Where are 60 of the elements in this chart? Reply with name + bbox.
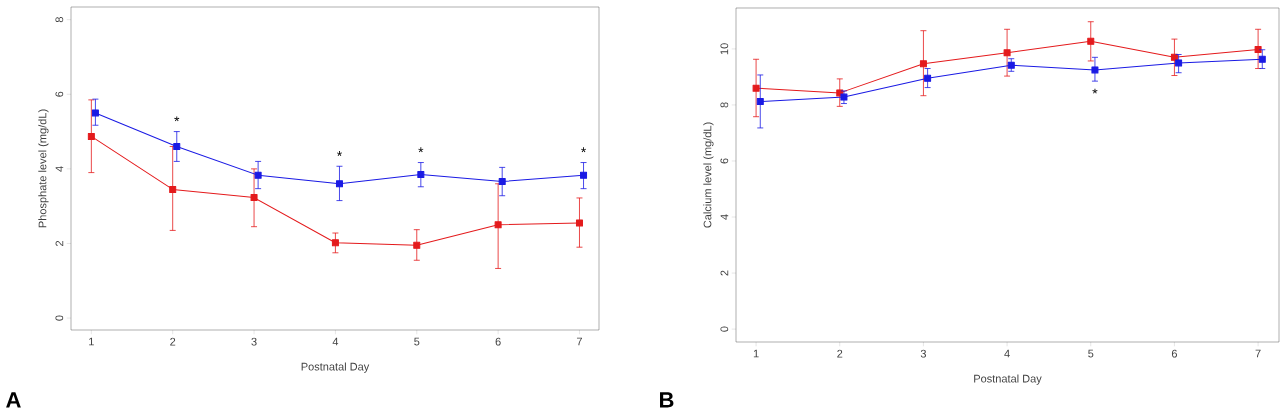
y-tick-label: 6	[720, 158, 729, 164]
text: B	[660, 392, 674, 408]
point	[413, 241, 421, 249]
point	[1003, 49, 1011, 57]
point	[1091, 66, 1099, 74]
annotation: *	[1092, 88, 1098, 94]
point	[756, 98, 764, 106]
point	[575, 219, 583, 227]
point	[498, 178, 506, 186]
annotation: *	[174, 116, 180, 122]
y-tick-label: 2	[720, 270, 729, 276]
point	[169, 185, 177, 193]
y-tick-label: 8	[55, 17, 64, 23]
y-tick-label: 4	[55, 166, 64, 172]
point	[1175, 59, 1183, 67]
x-tick-label: 5	[1088, 349, 1094, 358]
point	[335, 180, 343, 188]
x-tick-label: 6	[495, 337, 501, 346]
x-axis-title: Postnatal Day	[974, 374, 1042, 385]
x-tick-label: 1	[89, 337, 94, 346]
point	[173, 143, 181, 150]
point	[91, 109, 99, 117]
x-tick-label: 6	[1171, 349, 1177, 358]
point	[254, 171, 262, 179]
y-tick-label: 0	[55, 315, 64, 321]
y-tick-label: 0	[720, 326, 729, 332]
point	[752, 84, 760, 92]
point	[1254, 45, 1262, 53]
annotation: *	[336, 151, 342, 157]
x-tick-label: 2	[837, 349, 843, 358]
point	[919, 60, 927, 68]
x-tick-label: 3	[920, 349, 926, 358]
point	[417, 170, 425, 178]
point	[924, 74, 932, 82]
annotation: *	[581, 147, 587, 153]
y-tick-label: 10	[720, 43, 729, 55]
point	[1258, 55, 1266, 63]
y-tick-label: 2	[55, 240, 64, 246]
y-tick-label: 6	[55, 91, 64, 97]
annotation: *	[418, 147, 424, 153]
point	[1087, 37, 1095, 45]
x-tick-label: 4	[1004, 349, 1010, 358]
point	[87, 132, 95, 140]
text: A	[6, 392, 21, 408]
x-tick-label: 4	[332, 337, 339, 346]
point	[494, 221, 502, 229]
x-tick-label: 2	[170, 337, 176, 346]
point	[250, 194, 258, 202]
x-tick-label: 7	[1255, 349, 1261, 358]
x-tick-label: 1	[753, 349, 759, 358]
y-tick-label: 8	[720, 102, 729, 108]
x-tick-label: 3	[251, 337, 257, 346]
y-axis-title: Calcium level (mg/dL)	[703, 122, 714, 228]
x-axis-title: Postnatal Day	[301, 362, 370, 373]
x-tick-label: 5	[414, 337, 420, 346]
point	[331, 239, 339, 247]
point	[580, 171, 588, 179]
y-tick-label: 4	[720, 214, 729, 220]
x-tick-label: 7	[576, 337, 582, 346]
y-axis-title: Phosphate level (mg/dL)	[38, 109, 49, 228]
